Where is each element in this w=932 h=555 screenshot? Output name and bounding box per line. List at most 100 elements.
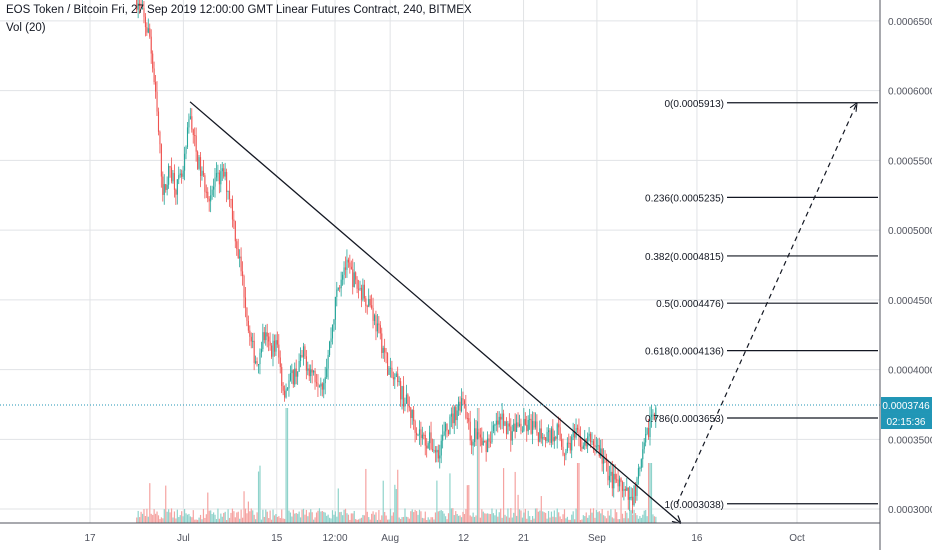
volume-bar [433,519,435,523]
volume-bar [386,519,389,523]
candle-body [630,496,632,498]
candle-body [526,424,528,432]
y-tick-label: 0.0003500 [888,435,932,446]
candle-body [617,479,619,487]
candle-body [443,431,445,436]
volume-bar [231,508,234,523]
volume-indicator-label[interactable]: Vol (20) [6,22,46,34]
volume-bar [289,512,292,523]
volume-bar [198,517,200,523]
volume-bar [550,511,553,523]
volume-bar [236,512,238,523]
volume-bar [549,517,551,523]
candle-body [581,447,583,449]
candle-body [382,347,384,353]
candle-body [402,386,405,407]
candle-body [627,487,629,500]
candle-body [169,165,171,168]
volume-bar [185,513,187,523]
volume-bar [400,519,402,523]
candle-body [346,259,348,270]
candle-body [146,27,148,33]
candle-body [571,436,573,451]
volume-bar [402,516,405,523]
volume-bar [543,512,545,523]
candle-body [156,91,158,112]
candle-body [598,445,600,457]
volume-bar [443,513,445,523]
candle-body [532,421,534,434]
candle-body [211,189,213,196]
candle-body [250,336,252,342]
volume-bar [276,516,278,523]
candle-body [237,248,239,259]
volume-bar [471,516,473,523]
volume-bar [199,514,202,523]
volume-bar [640,517,642,523]
volume-bar [307,516,309,523]
candle-body [347,259,349,263]
candle-body [524,418,526,425]
trendline-drawing[interactable] [189,101,682,524]
symbol-title: EOS Token / Bitcoin Fri, 27 Sep 2019 12:… [6,4,472,16]
drawing-tools[interactable]: 0(0.0005913) 0.236(0.0005235) 0.382(0.0004… [0,99,880,525]
candle-body [317,383,319,387]
volume-bar [472,512,474,523]
candle-body [485,441,487,453]
candle-body [236,241,238,249]
candle-body [639,467,641,469]
volume-bar [356,519,358,523]
volume-bar [566,516,568,523]
volume-bar [247,501,249,523]
candle-body [518,423,521,427]
candle-body [141,8,144,10]
volume-bar [540,496,542,523]
volume-bar [479,517,481,523]
volume-bar [237,511,239,523]
volume-bar [418,509,421,523]
candle-body [465,404,467,418]
volume-bar [172,517,174,523]
volume-bar [442,511,444,523]
candle-body [426,445,428,449]
candle-body [453,407,455,424]
candle-body [137,3,139,10]
volume-bar [531,516,534,523]
candle-body [621,481,624,491]
candle-body [311,369,313,373]
candle-body [527,419,529,432]
candle-body [508,423,510,427]
candle-body [307,368,309,371]
volume-bar [510,508,512,523]
x-tick-label: 17 [84,533,96,544]
candle-body [474,428,476,443]
candle-body [436,449,438,453]
volume-bar [487,513,489,523]
candle-body [355,272,357,280]
volume-bar [414,509,416,523]
volume-bar [301,509,303,523]
candle-body [640,459,642,468]
volume-bar [653,516,655,523]
volume-bar [517,494,519,523]
candle-body [213,186,215,190]
volume-bar [420,511,422,523]
volume-bar [613,518,615,523]
volume-bar [369,519,371,523]
volume-bar [169,512,171,523]
volume-bar [157,515,160,523]
volume-bar [144,516,147,523]
volume-bar [453,515,455,523]
volume-bar [313,519,315,523]
volume-bar [626,512,628,523]
price-candles [136,0,657,514]
candle-body [497,420,499,425]
volume-bar [413,512,415,523]
volume-bar [608,515,611,523]
volume-bar [207,492,209,523]
volume-bar [239,518,241,523]
candle-body [578,429,580,437]
